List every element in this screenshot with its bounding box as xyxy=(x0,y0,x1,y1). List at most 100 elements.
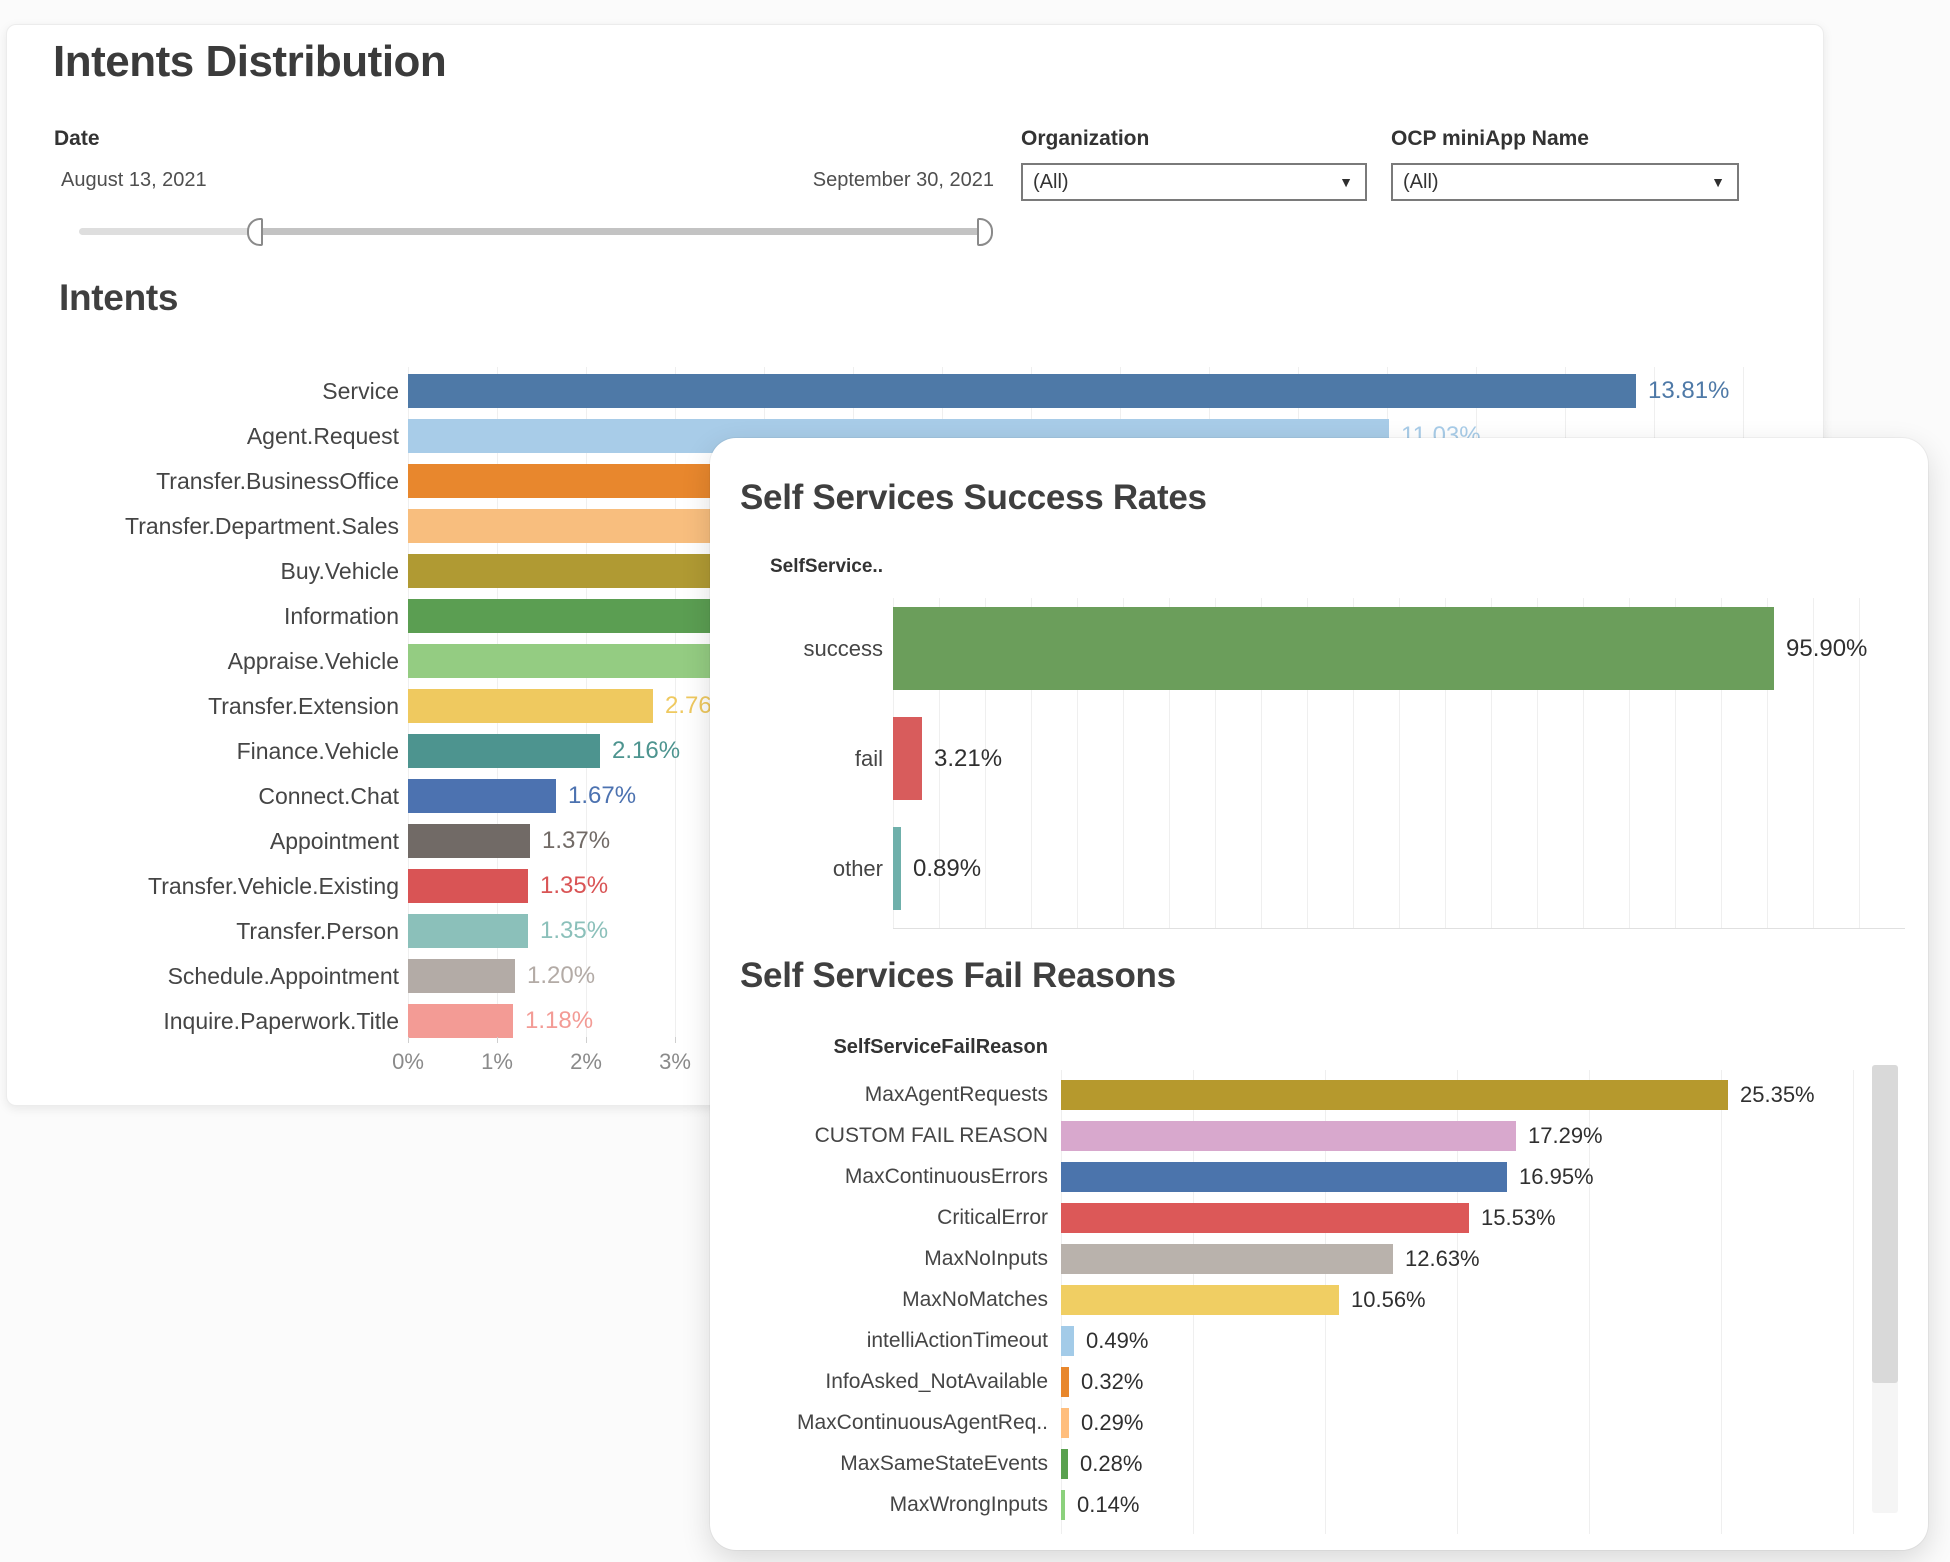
bar[interactable] xyxy=(1061,1203,1469,1233)
ocp-miniapp-dropdown[interactable]: (All) ▼ xyxy=(1391,163,1739,201)
chart-gridline xyxy=(1123,598,1124,928)
category-label: MaxSameStateEvents xyxy=(840,1452,1048,1475)
category-label: Schedule.Appointment xyxy=(167,963,399,989)
category-label: Agent.Request xyxy=(246,423,399,449)
bar[interactable] xyxy=(408,734,600,768)
success-rates-column-header: SelfService.. xyxy=(769,556,883,577)
self-services-panel: Self Services Success Rates SelfService.… xyxy=(710,438,1928,1550)
category-label: other xyxy=(832,856,883,881)
axis-tick-label: 0% xyxy=(392,1049,424,1074)
value-label: 16.95% xyxy=(1519,1164,1594,1189)
category-label: InfoAsked_NotAvailable xyxy=(825,1370,1048,1393)
bar[interactable] xyxy=(1061,1244,1393,1274)
chart-gridline xyxy=(1445,598,1446,928)
value-label: 0.28% xyxy=(1080,1451,1143,1476)
bar[interactable] xyxy=(408,869,528,903)
bar[interactable] xyxy=(1061,1408,1069,1438)
chart-gridline xyxy=(1353,598,1354,928)
value-label: 1.35% xyxy=(540,872,609,899)
category-label: MaxContinuousAgentReq.. xyxy=(797,1411,1048,1434)
chart-gridline xyxy=(1261,598,1262,928)
value-label: 95.90% xyxy=(1786,635,1868,662)
organization-dropdown[interactable]: (All) ▼ xyxy=(1021,163,1367,201)
axis-tick-label: 1% xyxy=(481,1049,513,1074)
chart-gridline xyxy=(1399,598,1400,928)
axis-tick xyxy=(408,1037,409,1043)
chart-gridline xyxy=(1307,598,1308,928)
category-label: MaxContinuousErrors xyxy=(844,1165,1048,1188)
success-rates-title: Self Services Success Rates xyxy=(740,478,1207,517)
bar[interactable] xyxy=(408,689,653,723)
category-label: CriticalError xyxy=(937,1206,1048,1229)
ocp-miniapp-filter-label: OCP miniApp Name xyxy=(1391,127,1589,150)
bar[interactable] xyxy=(1061,1080,1728,1110)
category-label: Service xyxy=(322,378,399,404)
chart-gridline xyxy=(1077,598,1078,928)
bar[interactable] xyxy=(1061,1121,1516,1151)
bar[interactable] xyxy=(1061,1285,1339,1315)
bar[interactable] xyxy=(1061,1449,1068,1479)
chart-gridline xyxy=(1215,598,1216,928)
category-label: MaxWrongInputs xyxy=(889,1493,1048,1516)
value-label: 0.89% xyxy=(913,855,982,882)
scrollbar-thumb[interactable] xyxy=(1872,1065,1898,1383)
bar[interactable] xyxy=(408,1004,513,1038)
category-label: Finance.Vehicle xyxy=(236,738,399,764)
bar[interactable] xyxy=(408,914,528,948)
intents-chart-title: Intents xyxy=(59,277,179,318)
bar[interactable] xyxy=(1061,1162,1507,1192)
value-label: 1.20% xyxy=(527,962,596,989)
value-label: 10.56% xyxy=(1351,1287,1426,1312)
chart-axis-line xyxy=(893,928,1905,929)
category-label: Information xyxy=(283,603,399,629)
category-label: fail xyxy=(854,746,883,771)
bar[interactable] xyxy=(1061,1367,1069,1397)
category-label: Transfer.Extension xyxy=(208,693,399,719)
category-label: Appraise.Vehicle xyxy=(227,648,399,674)
intents-bar-chart: Service 13.81% Agent.Request 11.03% Transfer… xyxy=(7,25,1823,1105)
fail-reasons-bar-chart: MaxAgentRequests 25.35% CUSTOM FAIL REASON… xyxy=(710,438,1928,1550)
chart-gridline xyxy=(1537,598,1538,928)
axis-tick-label: 3% xyxy=(659,1049,691,1074)
axis-tick xyxy=(675,1037,676,1043)
value-label: 2.16% xyxy=(612,737,681,764)
success-rates-bar-chart: success 95.90% fail 3.21% other 0.89% xyxy=(710,438,1928,1550)
bar[interactable] xyxy=(893,827,901,910)
chart-gridline xyxy=(1169,598,1170,928)
bar[interactable] xyxy=(408,959,515,993)
category-label: Buy.Vehicle xyxy=(280,558,399,584)
chart-gridline xyxy=(1583,598,1584,928)
chart-gridline xyxy=(1721,1070,1722,1534)
organization-dropdown-value: (All) xyxy=(1033,171,1069,193)
fail-reasons-column-header: SelfServiceFailReason xyxy=(833,1036,1048,1058)
date-end-label: September 30, 2021 xyxy=(812,169,994,191)
chart-gridline xyxy=(1589,1070,1590,1534)
bar[interactable] xyxy=(408,374,1636,408)
axis-tick-label: 2% xyxy=(570,1049,602,1074)
bar[interactable] xyxy=(1061,1326,1074,1356)
value-label: 0.29% xyxy=(1081,1410,1144,1435)
page-title: Intents Distribution xyxy=(53,37,447,86)
bar[interactable] xyxy=(893,717,922,800)
bar[interactable] xyxy=(408,824,530,858)
bar[interactable] xyxy=(1061,1490,1065,1520)
chart-gridline xyxy=(1629,598,1630,928)
chart-gridline xyxy=(939,598,940,928)
bar[interactable] xyxy=(408,779,556,813)
category-label: Transfer.Person xyxy=(236,918,399,944)
category-label: Transfer.BusinessOffice xyxy=(156,468,399,494)
axis-tick xyxy=(497,1037,498,1043)
value-label: 0.32% xyxy=(1081,1369,1144,1394)
category-label: Transfer.Department.Sales xyxy=(125,513,399,539)
category-label: Appointment xyxy=(269,828,399,854)
slider-handle-end[interactable] xyxy=(977,218,993,246)
slider-handle-start[interactable] xyxy=(247,218,263,246)
category-label: Inquire.Paperwork.Title xyxy=(163,1008,399,1034)
value-label: 1.37% xyxy=(542,827,611,854)
chart-gridline xyxy=(1457,1070,1458,1534)
slider-selected-range xyxy=(256,228,986,235)
bar[interactable] xyxy=(893,607,1774,690)
chart-gridline xyxy=(1853,1070,1854,1534)
category-label: Transfer.Vehicle.Existing xyxy=(148,873,399,899)
